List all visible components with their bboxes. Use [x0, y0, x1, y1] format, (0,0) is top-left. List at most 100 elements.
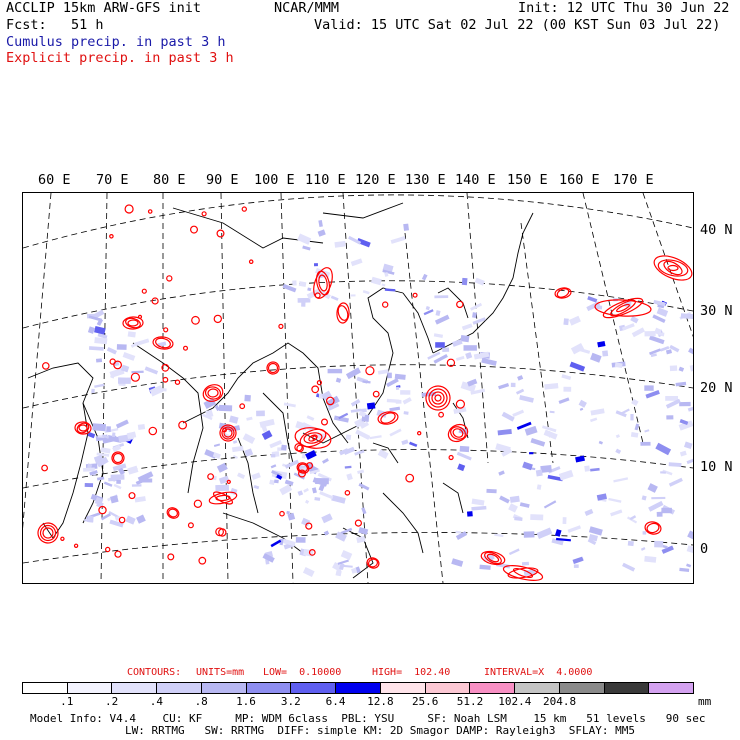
cumulus-cell — [97, 332, 108, 339]
cumulus-cell — [596, 493, 608, 501]
meridian — [100, 192, 108, 584]
cumulus-cell — [519, 395, 534, 403]
cumulus-cell — [295, 537, 306, 543]
meridian — [404, 232, 444, 584]
explicit-cell — [174, 379, 181, 385]
cumulus-cell — [127, 465, 139, 475]
cumulus-cell — [340, 527, 353, 535]
cumulus-cell — [390, 235, 406, 244]
cumulus-cell — [640, 547, 646, 551]
cumulus-cell — [83, 467, 95, 472]
cumulus-cell — [122, 352, 136, 361]
cumulus-cell — [461, 277, 468, 286]
cumulus-cell — [494, 533, 504, 538]
explicit-contour — [42, 527, 54, 539]
explicit-cell — [207, 473, 215, 481]
cumulus-cell — [590, 352, 602, 363]
cumulus-cell — [453, 406, 467, 414]
lat-lon-grid — [0, 192, 714, 674]
cumulus-cell — [615, 448, 622, 455]
cumulus-cell — [517, 375, 524, 381]
explicit-cell — [455, 399, 465, 409]
cumulus-cell — [595, 305, 603, 310]
cumulus-cell — [307, 287, 312, 292]
coastline-segment — [182, 342, 349, 444]
cumulus-cell — [460, 381, 477, 393]
cumulus-cell — [309, 469, 320, 475]
cumulus-cell — [314, 263, 318, 267]
cumulus-cell — [302, 245, 311, 251]
cumulus-cell — [259, 418, 275, 428]
cumulus-cell — [343, 446, 355, 455]
cumulus-cell — [471, 505, 487, 511]
explicit-contour — [646, 522, 660, 534]
explicit-contour — [207, 388, 219, 398]
latitude-label: 40 N — [700, 222, 733, 238]
explicit-cell — [130, 372, 141, 382]
cumulus-cell — [451, 338, 463, 347]
cumulus-cell — [512, 409, 525, 417]
explicit-cell — [148, 426, 158, 436]
legend-swatch — [23, 683, 68, 693]
cumulus-cell — [656, 307, 669, 317]
explicit-contour — [202, 384, 224, 402]
cumulus-cell — [358, 527, 369, 535]
forecast-hour: Fcst: 51 h — [6, 17, 104, 33]
cumulus-cell — [246, 416, 253, 421]
explicit-contour — [76, 422, 90, 434]
cumulus-cell — [474, 277, 485, 286]
explicit-cell — [372, 390, 380, 398]
legend-swatch — [336, 683, 381, 693]
cumulus-cell — [644, 555, 657, 563]
cumulus-cell — [630, 315, 639, 324]
cumulus-cell — [282, 283, 297, 293]
cumulus-cell — [109, 367, 125, 378]
legend-tick: 6.4 — [325, 695, 346, 708]
explicit-cell — [109, 233, 114, 239]
cumulus-cell — [270, 464, 277, 469]
explicit-cell — [311, 385, 320, 394]
cumulus-cell — [335, 531, 347, 542]
explicit-contour — [215, 494, 231, 502]
explicit-contour — [667, 264, 679, 272]
cumulus-cell — [232, 454, 239, 459]
meridian — [642, 192, 714, 394]
cumulus-cell — [434, 314, 450, 325]
cumulus-cell — [350, 399, 361, 407]
cumulus-cell — [562, 517, 567, 525]
latitude-label: 0 — [700, 541, 709, 557]
explicit-cell — [41, 464, 49, 472]
explicit-contour — [380, 412, 396, 424]
explicit-cell — [198, 556, 207, 565]
cumulus-cell — [281, 444, 287, 451]
cumulus-cell — [575, 455, 585, 463]
cumulus-cell — [409, 441, 418, 448]
precip-map — [0, 192, 714, 674]
model-info-line1: Model Info: V4.4 CU: KF MP: WDM 6class P… — [30, 712, 706, 725]
cumulus-cell — [357, 469, 365, 474]
cumulus-cell — [327, 368, 343, 374]
meridian — [520, 222, 554, 464]
model-info-line2: LW: RRTMG SW: RRTMG DIFF: simple KM: 2D … — [125, 724, 635, 737]
cumulus-cell — [650, 353, 657, 358]
explicit-cell — [178, 420, 188, 430]
explicit-cell — [446, 358, 456, 367]
contour-low: LOW= 0.10000 — [263, 667, 342, 678]
explicit-cell — [298, 469, 307, 478]
cumulus-cell — [688, 347, 702, 358]
explicit-cell — [438, 411, 445, 418]
cumulus-cell — [114, 515, 121, 521]
explicit-cell — [73, 543, 79, 548]
cumulus-cell — [103, 481, 113, 487]
cumulus-cell — [110, 495, 119, 504]
cumulus-cell — [127, 331, 136, 338]
cumulus-cell — [543, 429, 558, 440]
cumulus-cell — [229, 415, 239, 424]
cumulus-cell — [319, 491, 334, 500]
explicit-cell — [201, 211, 207, 217]
cumulus-cell — [598, 440, 603, 445]
cumulus-cell — [101, 434, 110, 439]
explicit-contour — [366, 557, 380, 569]
cumulus-cell — [578, 399, 587, 408]
cumulus-cell — [321, 513, 333, 524]
